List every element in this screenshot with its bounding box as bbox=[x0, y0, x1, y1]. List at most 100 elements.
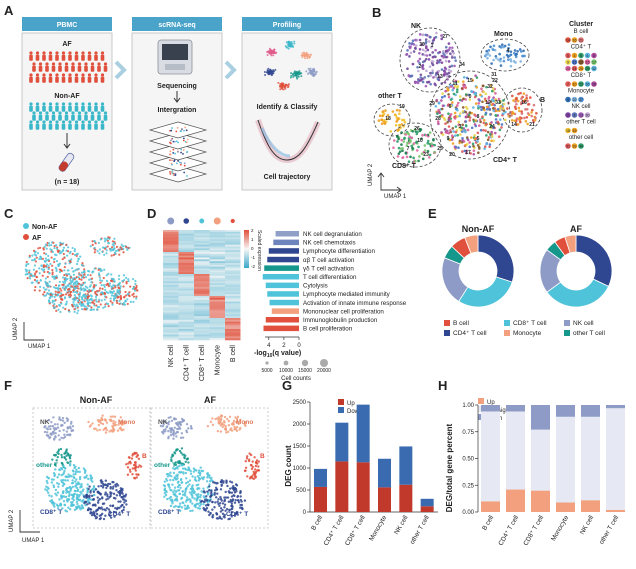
nonaf-cell-point bbox=[73, 310, 76, 313]
nonaf-cell-point bbox=[36, 252, 40, 255]
heatmap-cell bbox=[163, 239, 179, 242]
x-tick-label: 0 bbox=[297, 343, 301, 349]
af-cell-point bbox=[91, 243, 94, 246]
cell-point bbox=[101, 422, 105, 426]
cell-point bbox=[233, 425, 236, 429]
cell-point bbox=[75, 500, 79, 504]
af-cell-point bbox=[110, 254, 113, 257]
umap-axes bbox=[19, 510, 40, 533]
heatmap-cell bbox=[194, 231, 210, 234]
cell-point bbox=[92, 493, 96, 497]
heatmap-cell bbox=[209, 239, 225, 242]
cluster-dot-number: 8 bbox=[593, 54, 595, 58]
cell-point bbox=[47, 425, 51, 428]
cell-point bbox=[108, 495, 111, 499]
nonaf-cell-point bbox=[98, 298, 101, 301]
heatmap-cell bbox=[178, 321, 194, 324]
af-cell-point bbox=[42, 248, 45, 251]
region-label-mono: Mono bbox=[494, 31, 513, 38]
nonaf-cell-point bbox=[51, 275, 54, 278]
cell-point bbox=[101, 502, 105, 506]
cluster-outline bbox=[480, 38, 530, 72]
nonaf-cell-point bbox=[80, 307, 84, 311]
person-icon bbox=[100, 120, 105, 124]
cell-point bbox=[109, 415, 113, 418]
af-cell-point bbox=[71, 305, 75, 308]
nonaf-cell-point bbox=[62, 276, 65, 279]
cell-count-dot bbox=[230, 218, 235, 224]
cell-point bbox=[174, 461, 178, 464]
legend-dot-nonaf bbox=[23, 223, 29, 229]
af-cell-point bbox=[128, 291, 131, 294]
donut-slice bbox=[458, 276, 513, 308]
cluster-dot bbox=[571, 52, 578, 59]
heatmap-cell bbox=[194, 301, 210, 304]
cluster-dot bbox=[571, 59, 578, 65]
cell-point bbox=[85, 496, 88, 499]
person-icon bbox=[48, 102, 53, 106]
person-icon bbox=[35, 51, 40, 55]
cell-point bbox=[112, 492, 116, 496]
heatmap-cell bbox=[209, 286, 225, 289]
cell-point bbox=[69, 489, 72, 492]
donut-title-nonaf: Non-AF bbox=[462, 224, 495, 234]
heatmap-cell bbox=[163, 274, 179, 277]
bar-down bbox=[556, 405, 575, 417]
cluster-dot-number: 11 bbox=[573, 60, 577, 64]
heatmap-cell bbox=[225, 237, 241, 240]
cell-point bbox=[111, 415, 115, 418]
nonaf-cell-point bbox=[65, 302, 68, 305]
cell-point bbox=[59, 418, 62, 422]
legend-dot-af bbox=[23, 234, 29, 240]
region-label: other T bbox=[36, 462, 58, 469]
cell-point bbox=[56, 491, 60, 494]
heatmap-cell bbox=[163, 303, 179, 306]
nonaf-cell-point bbox=[39, 285, 42, 288]
af-cell-point bbox=[67, 309, 71, 312]
cell-point bbox=[189, 470, 192, 473]
heatmap-cell bbox=[209, 308, 225, 311]
cluster-number: 24 bbox=[489, 124, 495, 130]
nonaf-cell-point bbox=[55, 254, 58, 257]
af-cell-point bbox=[70, 303, 74, 306]
heatmap-cell bbox=[225, 283, 241, 286]
cell-point bbox=[234, 498, 237, 502]
cell-point bbox=[239, 495, 242, 498]
cell-point bbox=[230, 429, 234, 432]
nonaf-cell-point bbox=[74, 295, 77, 299]
cell-point bbox=[111, 504, 115, 507]
enrichment-bar bbox=[271, 308, 299, 314]
integration-label: Intergration bbox=[158, 107, 197, 114]
cell-point bbox=[251, 476, 254, 480]
nonaf-cell-point bbox=[133, 289, 137, 292]
cell-point bbox=[179, 486, 182, 490]
nonaf-cell-point bbox=[129, 300, 132, 303]
heatmap-cell bbox=[178, 252, 194, 255]
nonaf-cell-point bbox=[77, 276, 80, 279]
legend-swatch bbox=[504, 330, 510, 336]
heatmap-cell bbox=[209, 237, 225, 240]
cell-point bbox=[171, 453, 174, 456]
heatmap-cell bbox=[178, 310, 194, 313]
af-cell-point bbox=[66, 291, 70, 294]
nonaf-cell-point bbox=[101, 250, 104, 253]
cell-point bbox=[164, 493, 168, 497]
blood-tube-icon bbox=[58, 152, 75, 172]
legend-label-nonaf: Non-AF bbox=[32, 224, 58, 231]
cell-count-dot bbox=[167, 217, 175, 225]
cell-point bbox=[182, 418, 185, 422]
cluster-number: 31 bbox=[491, 72, 497, 78]
heatmap-cell bbox=[209, 253, 225, 256]
nonaf-cell-point bbox=[75, 303, 78, 306]
heatmap-cell bbox=[163, 334, 179, 337]
nonaf-cell-point bbox=[57, 288, 60, 291]
cell-point bbox=[254, 470, 258, 474]
cell-point bbox=[67, 494, 71, 498]
af-cell-point bbox=[125, 245, 128, 248]
nonaf-cell-point bbox=[109, 247, 112, 250]
cell-point bbox=[210, 494, 213, 497]
heatmap-cell bbox=[209, 274, 225, 277]
heatmap-cell bbox=[178, 237, 194, 240]
heatmap-cell bbox=[178, 297, 194, 300]
